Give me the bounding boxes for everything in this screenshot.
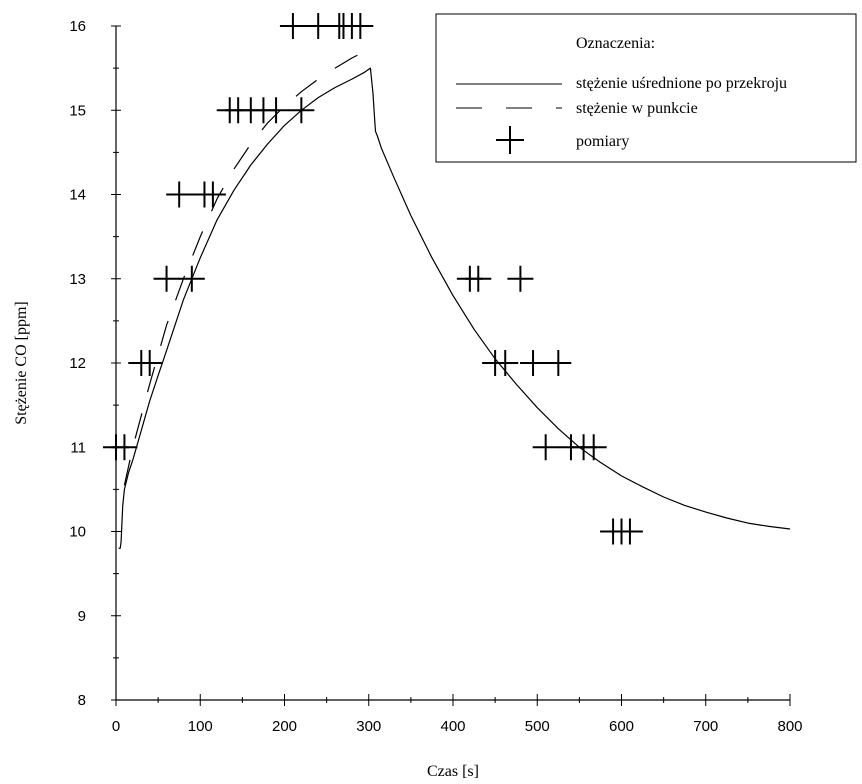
y-tick-label: 15 <box>69 102 86 119</box>
x-tick-label: 0 <box>112 718 120 735</box>
y-tick-labels: 8 9 10 11 12 13 14 15 16 <box>69 18 86 709</box>
measurement-point <box>288 97 315 124</box>
measurement-point <box>532 434 559 461</box>
legend-plus-marker-sample <box>496 126 524 154</box>
legend-label-average: stężenie uśrednione po przekroju <box>576 75 787 92</box>
measurement-point <box>465 265 492 292</box>
y-tick-label: 16 <box>69 18 86 35</box>
measurement-point <box>136 350 163 376</box>
y-tick-label: 14 <box>69 187 86 204</box>
x-tick-label: 500 <box>525 718 550 735</box>
x-tick-labels: 0 100 200 300 400 500 600 700 800 <box>112 718 803 735</box>
measurement-point <box>492 350 519 376</box>
y-tick-label: 13 <box>69 271 86 288</box>
legend-title: Oznaczenia: <box>576 35 655 52</box>
legend-label-point: stężenie w punkcie <box>576 100 698 117</box>
x-tick-label: 700 <box>693 718 718 735</box>
measurement-point <box>347 13 374 39</box>
measurement-point <box>545 350 572 376</box>
x-tick-label: 300 <box>356 718 381 735</box>
x-tick-label: 800 <box>777 718 802 735</box>
measurement-point <box>199 181 226 208</box>
series-lines <box>118 53 791 549</box>
measurement-markers <box>103 13 643 545</box>
y-tick-label: 9 <box>78 608 86 625</box>
measurement-point <box>616 518 643 545</box>
legend-box <box>435 13 857 163</box>
x-axis-title: Czas [s] <box>427 763 479 780</box>
x-tick-label: 400 <box>440 718 465 735</box>
series-line-point <box>123 53 361 486</box>
measurement-point <box>111 434 138 461</box>
measurement-point <box>178 265 205 292</box>
measurement-point <box>263 97 290 124</box>
series-line-average <box>118 67 791 549</box>
plot-area: 8 9 10 11 12 13 14 15 16 0 100 200 300 400 500 600 700 8… <box>69 13 803 735</box>
legend: Oznaczenia: stężenie uśrednione po przek… <box>435 13 857 163</box>
measurement-point <box>166 181 193 208</box>
x-tick-label: 100 <box>188 718 213 735</box>
measurement-point <box>153 265 180 292</box>
measurement-point <box>520 350 547 376</box>
measurement-point <box>507 265 534 292</box>
y-ticks <box>111 25 121 701</box>
y-tick-label: 11 <box>70 439 86 456</box>
y-axis-title: Stężenie CO [ppm] <box>13 301 30 425</box>
legend-label-measurements: pomiary <box>576 133 629 150</box>
measurement-point <box>580 434 607 461</box>
x-ticks <box>115 694 791 706</box>
y-tick-label: 10 <box>69 524 86 541</box>
y-tick-label: 12 <box>69 355 86 372</box>
x-tick-label: 200 <box>272 718 297 735</box>
measurement-point <box>279 13 306 39</box>
x-tick-label: 600 <box>609 718 634 735</box>
y-tick-label: 8 <box>78 692 86 709</box>
